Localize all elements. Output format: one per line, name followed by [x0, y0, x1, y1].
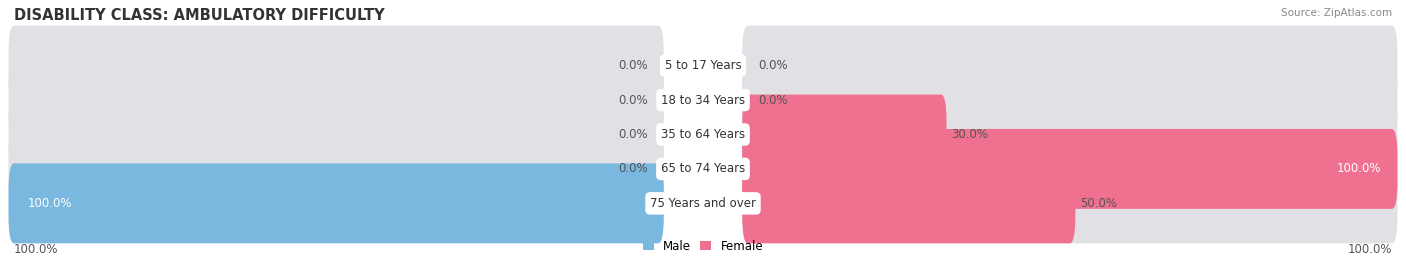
- Text: 50.0%: 50.0%: [1080, 197, 1118, 210]
- FancyBboxPatch shape: [8, 95, 664, 174]
- Text: 0.0%: 0.0%: [758, 94, 787, 107]
- Text: 5 to 17 Years: 5 to 17 Years: [665, 59, 741, 72]
- Text: 18 to 34 Years: 18 to 34 Years: [661, 94, 745, 107]
- Text: 0.0%: 0.0%: [619, 162, 648, 175]
- FancyBboxPatch shape: [742, 95, 946, 174]
- Text: Source: ZipAtlas.com: Source: ZipAtlas.com: [1281, 8, 1392, 18]
- FancyBboxPatch shape: [742, 60, 1398, 140]
- FancyBboxPatch shape: [742, 95, 1398, 174]
- Text: 100.0%: 100.0%: [1347, 243, 1392, 256]
- FancyBboxPatch shape: [742, 129, 1398, 209]
- Text: 30.0%: 30.0%: [952, 128, 988, 141]
- FancyBboxPatch shape: [742, 26, 1398, 105]
- Legend: Male, Female: Male, Female: [643, 240, 763, 253]
- Text: 0.0%: 0.0%: [758, 59, 787, 72]
- FancyBboxPatch shape: [742, 129, 1398, 209]
- Text: DISABILITY CLASS: AMBULATORY DIFFICULTY: DISABILITY CLASS: AMBULATORY DIFFICULTY: [14, 8, 385, 23]
- Text: 0.0%: 0.0%: [619, 94, 648, 107]
- Text: 75 Years and over: 75 Years and over: [650, 197, 756, 210]
- FancyBboxPatch shape: [8, 164, 664, 243]
- FancyBboxPatch shape: [8, 60, 664, 140]
- FancyBboxPatch shape: [8, 26, 664, 105]
- FancyBboxPatch shape: [8, 164, 664, 243]
- Text: 65 to 74 Years: 65 to 74 Years: [661, 162, 745, 175]
- FancyBboxPatch shape: [8, 129, 664, 209]
- Text: 35 to 64 Years: 35 to 64 Years: [661, 128, 745, 141]
- Text: 0.0%: 0.0%: [619, 128, 648, 141]
- Text: 100.0%: 100.0%: [1337, 162, 1382, 175]
- Text: 100.0%: 100.0%: [28, 197, 72, 210]
- FancyBboxPatch shape: [742, 164, 1076, 243]
- Text: 100.0%: 100.0%: [14, 243, 59, 256]
- Text: 0.0%: 0.0%: [619, 59, 648, 72]
- FancyBboxPatch shape: [742, 164, 1398, 243]
